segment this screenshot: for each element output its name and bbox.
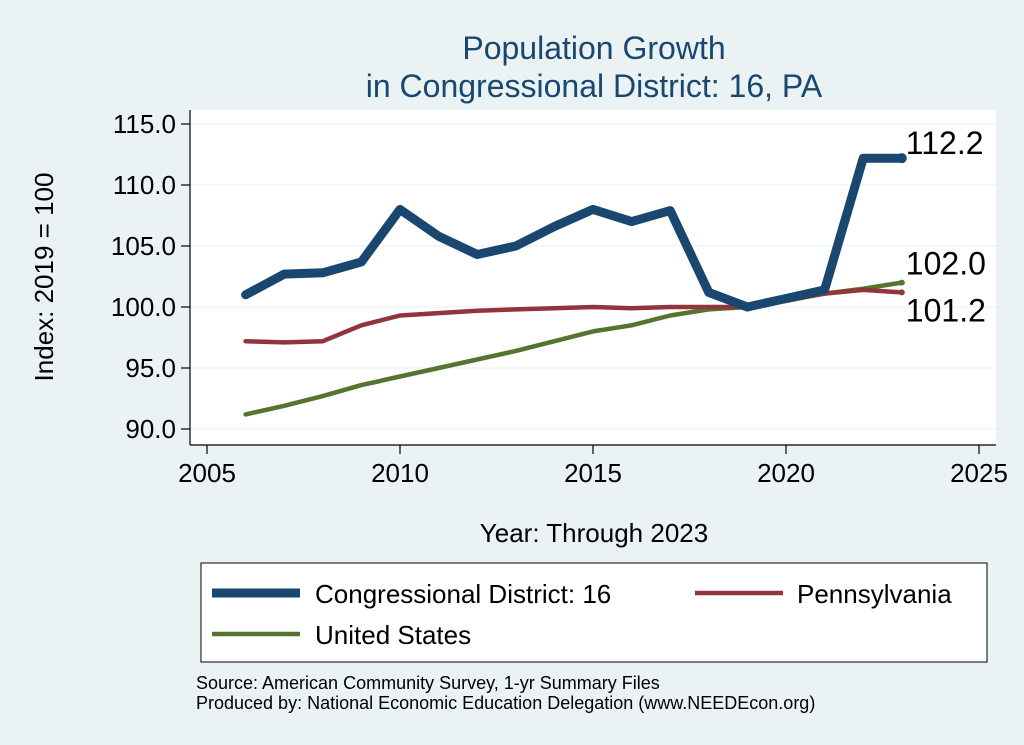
x-tick-label: 2010: [371, 458, 429, 488]
series-lines: [241, 153, 907, 417]
y-tick-label: 90.0: [125, 414, 176, 444]
y-tick-label: 115.0: [113, 109, 176, 139]
y-tick-label: 110.0: [113, 170, 176, 200]
legend: Congressional District: 16 Pennsylvania Un…: [212, 579, 952, 650]
legend-label: United States: [315, 620, 471, 650]
producer-note: Produced by: National Economic Education…: [196, 693, 815, 713]
series-end-label: 112.2: [906, 125, 984, 161]
series-end-label: 102.0: [906, 246, 986, 282]
chart-title-line-2: in Congressional District: 16, PA: [366, 68, 823, 104]
axis-ticks: 90.0 95.0 100.0 105.0 110.0 115.0 2005 2010 2015…: [111, 109, 1008, 488]
source-note: Source: American Community Survey, 1-yr …: [196, 673, 660, 693]
legend-label: Pennsylvania: [797, 579, 952, 609]
x-tick-label: 2005: [178, 458, 236, 488]
x-tick-label: 2015: [564, 458, 622, 488]
y-axis-title: Index: 2019 = 100: [29, 173, 59, 382]
series-end-marker: [898, 279, 905, 286]
series-end-label: 101.2: [906, 292, 986, 328]
x-tick-label: 2020: [757, 458, 815, 488]
legend-label: Congressional District: 16: [315, 579, 611, 609]
series-end-marker: [896, 153, 907, 164]
series-end-marker: [898, 289, 905, 296]
y-tick-label: 105.0: [111, 231, 176, 261]
x-axis-title: Year: Through 2023: [480, 518, 708, 548]
y-tick-label: 100.0: [111, 292, 176, 322]
series-line: [241, 153, 907, 312]
end-labels: 112.2 101.2 102.0: [906, 125, 986, 328]
y-tick-label: 95.0: [125, 353, 176, 383]
chart-title-line-1: Population Growth: [462, 30, 725, 66]
x-tick-label: 2025: [950, 458, 1008, 488]
legend-box: [200, 562, 988, 663]
